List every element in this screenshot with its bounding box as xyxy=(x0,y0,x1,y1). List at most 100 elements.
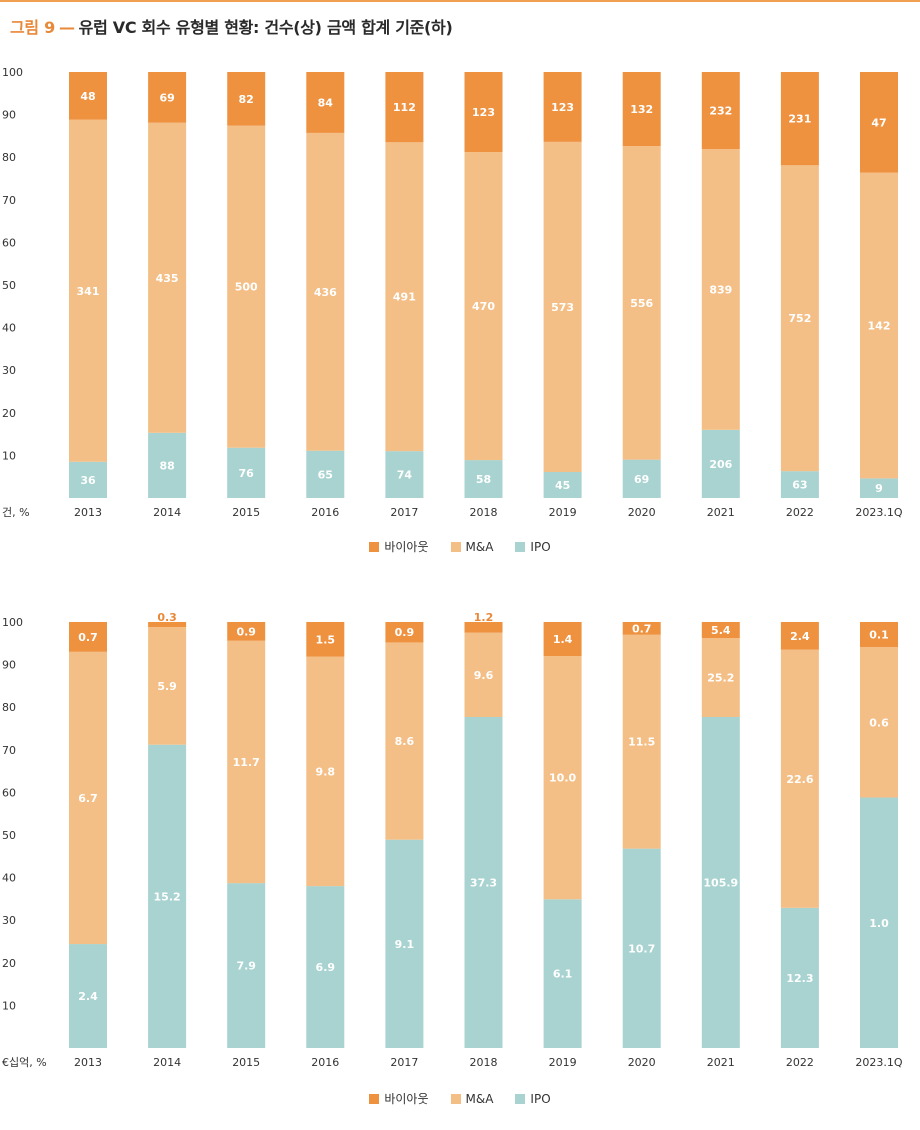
legend-label: 바이아웃 xyxy=(384,540,429,554)
legend-label: M&A xyxy=(465,539,494,554)
bar-segment-ipo xyxy=(701,716,740,1048)
data-label: 2.4 xyxy=(790,630,810,643)
data-label: 69 xyxy=(159,91,174,104)
x-tick-label: 2023.1Q xyxy=(855,506,902,519)
bar-segment-ma xyxy=(385,142,424,452)
data-label: 0.7 xyxy=(78,631,98,644)
data-label: 231 xyxy=(788,113,811,126)
data-label: 1.4 xyxy=(553,633,573,646)
data-label: 11.5 xyxy=(628,736,655,749)
y-tick-label: 60 xyxy=(2,786,16,799)
x-tick-label: 2021 xyxy=(707,1056,735,1069)
data-label: 6.9 xyxy=(316,961,336,974)
y-tick-label: 50 xyxy=(2,279,16,292)
bar-segment-ma xyxy=(148,627,187,745)
bar-segment-ipo xyxy=(148,744,187,1048)
data-label: 48 xyxy=(80,90,95,103)
y-tick-label: 60 xyxy=(2,236,16,249)
bar-segment-ipo xyxy=(543,899,582,1048)
data-label: 6.1 xyxy=(553,968,573,981)
x-tick-label: 2021 xyxy=(707,506,735,519)
data-label: 491 xyxy=(393,291,416,304)
legend-swatch xyxy=(515,541,526,552)
x-tick-label: 2019 xyxy=(549,1056,577,1069)
legend-item: 바이아웃 xyxy=(369,538,429,555)
data-label: 839 xyxy=(709,283,732,296)
bar-segment-ma xyxy=(227,640,266,884)
bar-segment-ipo xyxy=(780,471,819,498)
top-rule xyxy=(0,0,920,2)
bar-segment-ipo xyxy=(69,944,107,1048)
bar-segment-ma xyxy=(860,172,898,479)
legend-count: 바이아웃 M&A IPO xyxy=(0,538,920,555)
data-label: 2.4 xyxy=(78,990,98,1003)
bar-segment-ma xyxy=(622,634,661,849)
data-label: 0.6 xyxy=(869,716,889,729)
bar-segment-ma xyxy=(780,165,819,472)
data-label: 9.6 xyxy=(474,669,494,682)
bar-segment-ma xyxy=(780,649,819,908)
legend-label: M&A xyxy=(465,1091,494,1106)
x-tick-label: 2014 xyxy=(153,506,181,519)
data-label: 9.1 xyxy=(395,938,415,951)
data-label: 6.7 xyxy=(78,792,98,805)
figure-title-text: 유럽 VC 회수 유형별 현황: 건수(상) 금액 합계 기준(하) xyxy=(78,18,453,37)
x-tick-label: 2017 xyxy=(390,506,418,519)
figure-title: 그림 9— 유럽 VC 회수 유형별 현황: 건수(상) 금액 합계 기준(하) xyxy=(10,14,453,38)
data-label: 15.2 xyxy=(154,890,181,903)
bar-segment-ipo xyxy=(306,886,345,1048)
data-label: 37.3 xyxy=(470,876,497,889)
chart-count: 10 20 30 40 50 60 70 80 90 100 건, % 36 341 48 2013 88 43… xyxy=(2,66,903,519)
bar-segment-ma xyxy=(306,656,345,887)
bar-segment-ipo xyxy=(543,472,582,498)
bar-segment-buyout xyxy=(701,72,740,150)
x-tick-label: 2018 xyxy=(470,506,498,519)
data-label: 573 xyxy=(551,301,574,314)
bar-segment-buyout xyxy=(306,72,345,133)
legend-item: M&A xyxy=(450,538,494,555)
x-tick-label: 2015 xyxy=(232,1056,260,1069)
bar-segment-buyout xyxy=(306,622,345,657)
data-label: 9.8 xyxy=(316,765,336,778)
y-axis-unit-label: 건, % xyxy=(2,506,30,519)
x-tick-label: 2020 xyxy=(628,1056,656,1069)
legend-swatch xyxy=(450,1093,461,1104)
bar-segment-buyout xyxy=(148,72,187,123)
bar-segment-ma xyxy=(464,152,503,461)
data-label: 0.1 xyxy=(869,629,889,642)
bar-segment-ma xyxy=(701,149,740,430)
data-label: 82 xyxy=(239,93,254,106)
legend-label: IPO xyxy=(530,539,551,554)
bar-segment-buyout xyxy=(701,622,740,639)
bar-segment-buyout xyxy=(860,622,898,648)
bar-segment-buyout xyxy=(464,72,503,153)
y-tick-label: 30 xyxy=(2,914,16,927)
data-label: 1.0 xyxy=(869,917,889,930)
legend-amount: 바이아웃 M&A IPO xyxy=(0,1090,920,1107)
data-label: 5.4 xyxy=(711,624,731,637)
data-label: 84 xyxy=(318,96,334,109)
bar-segment-ipo xyxy=(306,450,345,498)
data-label: 11.7 xyxy=(233,756,260,769)
bar-segment-ma xyxy=(860,647,898,798)
legend-label: 바이아웃 xyxy=(384,1092,429,1106)
bar-segment-ipo xyxy=(860,478,898,498)
data-label: 752 xyxy=(788,312,811,325)
x-tick-label: 2016 xyxy=(311,1056,339,1069)
data-label: 123 xyxy=(551,101,574,114)
data-label: 1.2 xyxy=(474,611,494,624)
y-tick-label: 90 xyxy=(2,659,16,672)
y-tick-label: 70 xyxy=(2,744,16,757)
y-tick-label: 20 xyxy=(2,957,16,970)
data-label: 10.7 xyxy=(628,942,655,955)
data-label: 76 xyxy=(239,467,255,480)
legend-item: M&A xyxy=(450,1090,494,1107)
bar-segment-ipo xyxy=(622,459,661,498)
legend-item: 바이아웃 xyxy=(369,1090,429,1107)
data-label: 0.9 xyxy=(236,625,256,638)
bar-segment-ma xyxy=(69,119,107,462)
bar-segment-ipo xyxy=(227,447,266,498)
bar-segment-ipo xyxy=(227,883,266,1048)
x-tick-label: 2023.1Q xyxy=(855,1056,902,1069)
data-label: 341 xyxy=(77,285,100,298)
